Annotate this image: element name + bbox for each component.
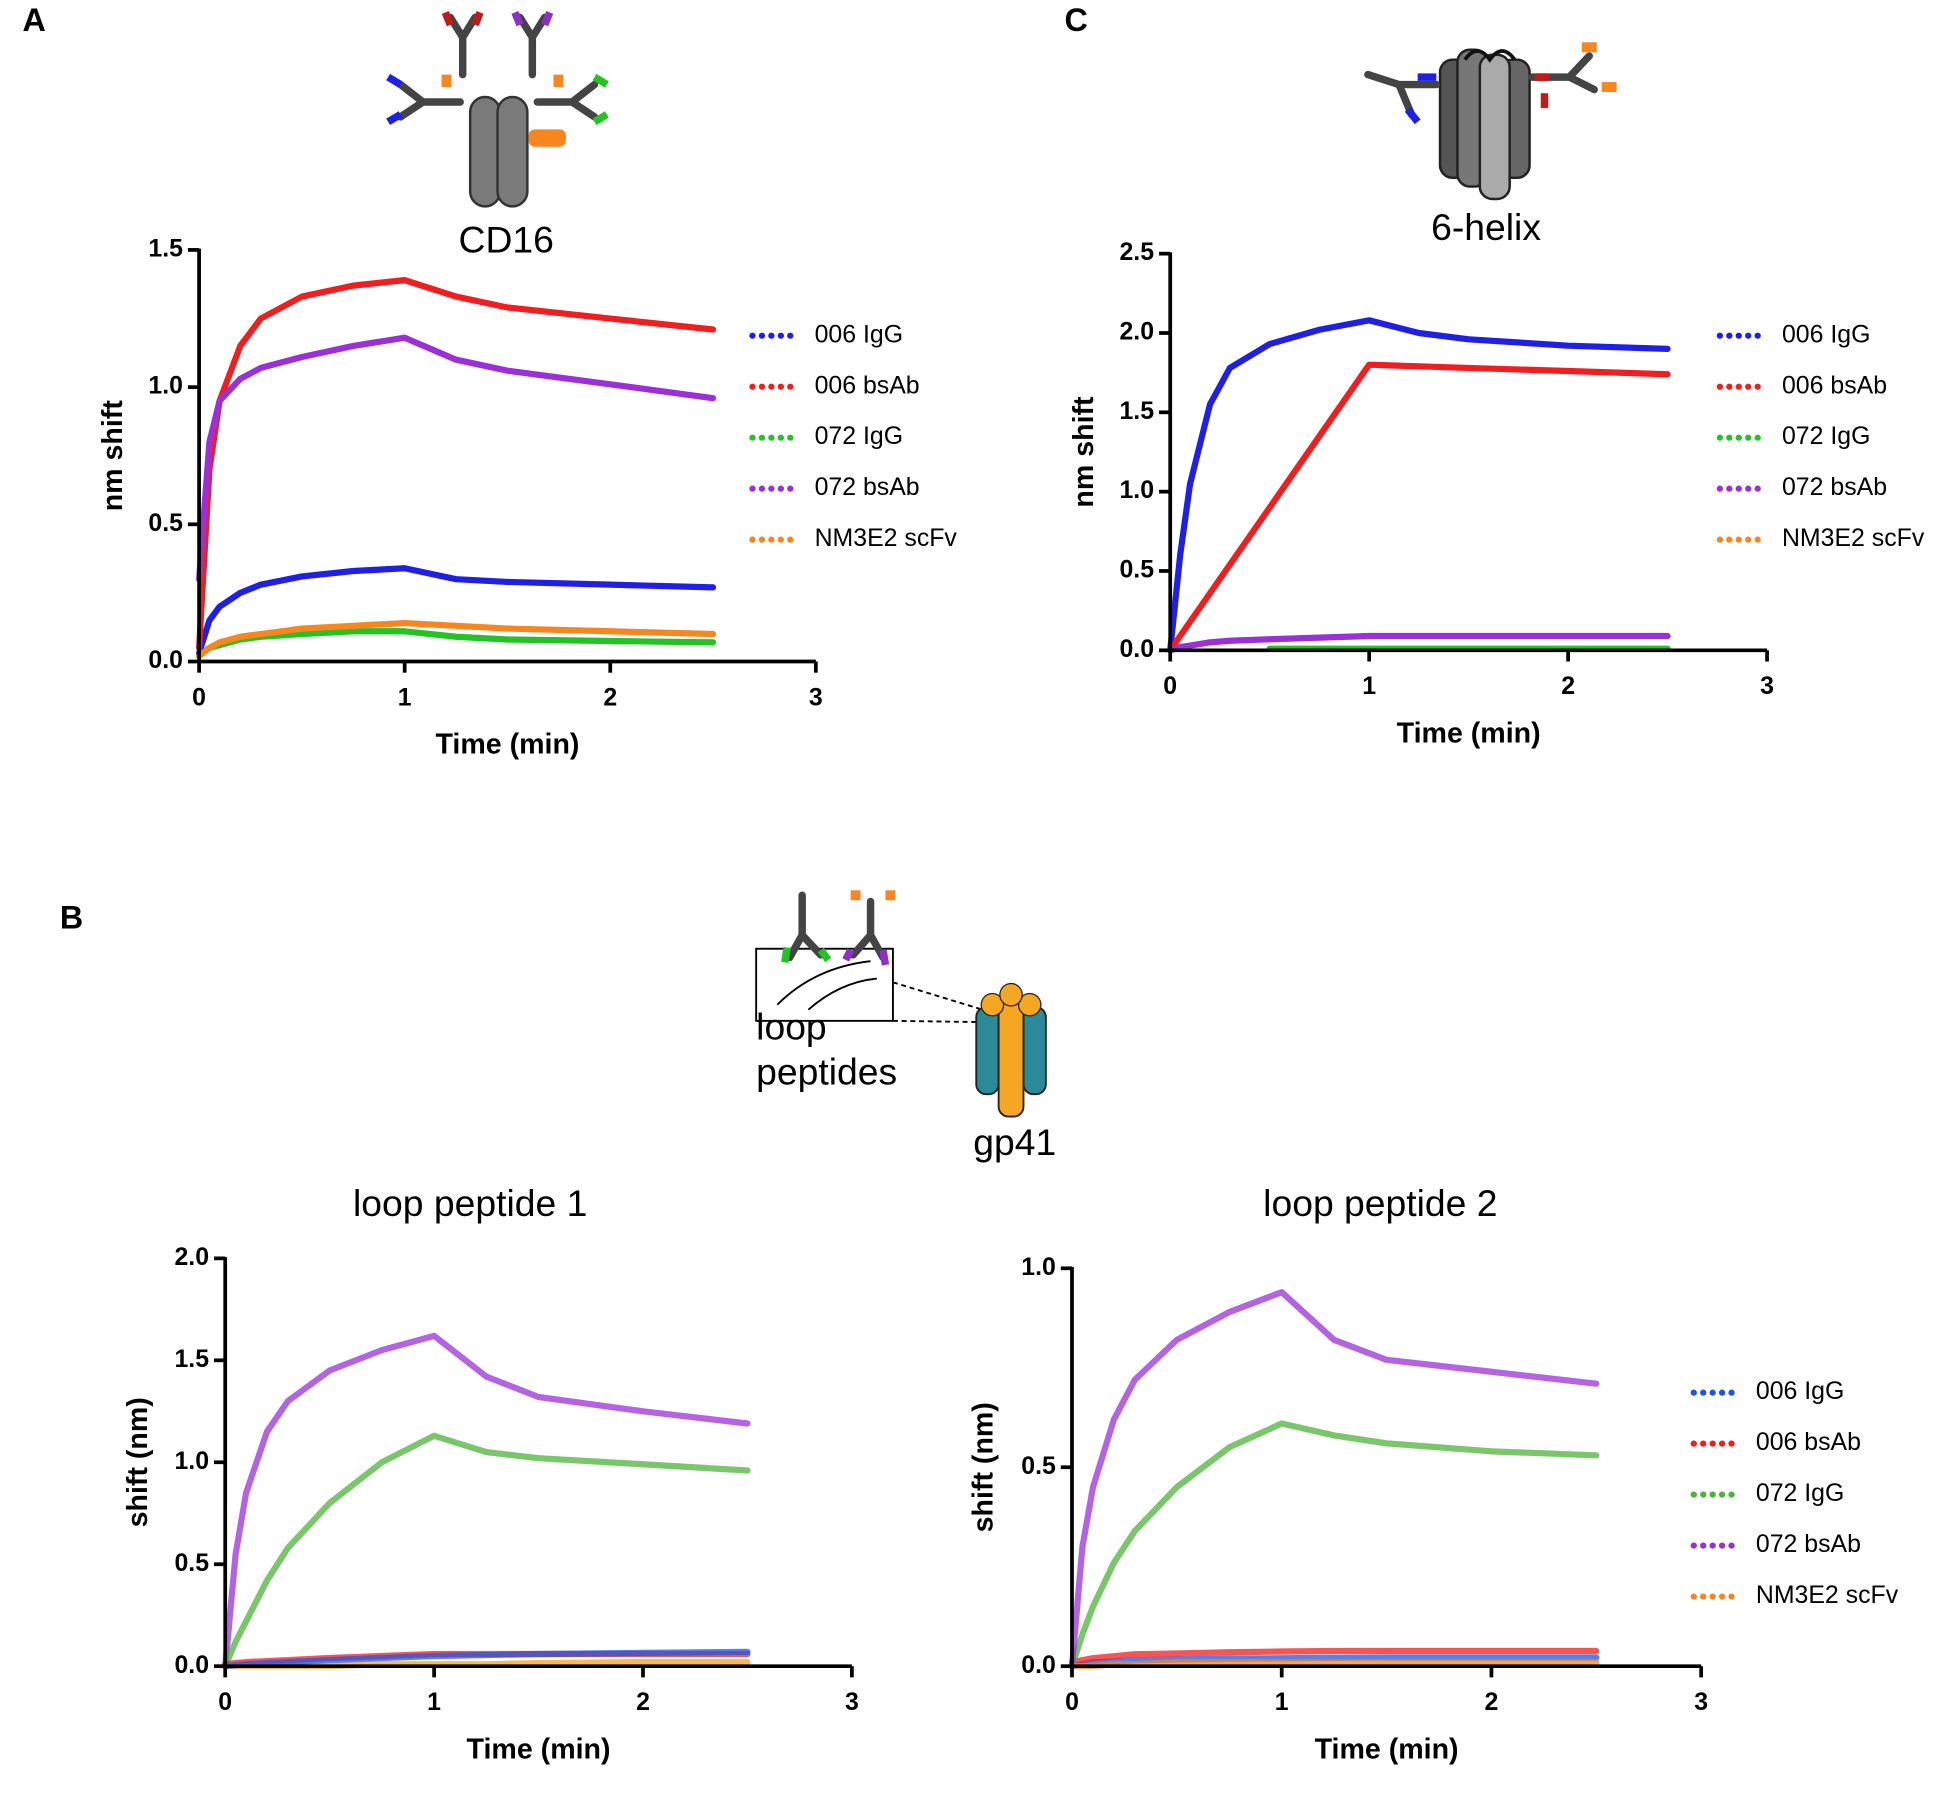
x-axis-label: Time (min)	[435, 729, 579, 761]
y-axis-label: nm shift	[97, 400, 129, 512]
series-line	[195, 619, 717, 660]
legend-label: NM3E2 scFv	[815, 524, 958, 552]
x-tick-label: 0	[218, 1688, 232, 1716]
chart-title: loop peptide 1	[353, 1182, 587, 1224]
y-tick-label: 2.0	[174, 1243, 209, 1271]
panel-letter: A	[23, 2, 46, 38]
x-tick-label: 3	[809, 683, 823, 711]
annotation-text: loop peptides	[756, 1007, 898, 1093]
series-line	[222, 1332, 751, 1670]
x-tick-label: 0	[192, 683, 206, 711]
x-tick-label: 1	[398, 683, 412, 711]
y-tick-label: 1.5	[148, 234, 183, 262]
legend-label: 006 bsAb	[1782, 371, 1887, 399]
x-tick-label: 3	[1760, 672, 1774, 700]
y-tick-label: 0.0	[1021, 1651, 1056, 1679]
legend-label: 006 IgG	[1782, 320, 1870, 348]
y-tick-label: 2.0	[1119, 318, 1154, 346]
y-axis-label: nm shift	[1068, 396, 1100, 508]
series-line	[1167, 361, 1671, 654]
six-helix-schematic	[1364, 42, 1617, 201]
x-tick-label: 1	[427, 1688, 441, 1716]
x-tick-label: 2	[636, 1688, 650, 1716]
legend-label: 006 bsAb	[815, 371, 920, 399]
y-tick-label: 0.0	[174, 1651, 209, 1679]
x-axis-label: Time (min)	[1397, 717, 1541, 749]
legend-label: 072 bsAb	[1782, 473, 1887, 501]
legend-label: 072 bsAb	[1756, 1530, 1861, 1558]
series-line	[222, 1432, 751, 1670]
legend-label: 072 IgG	[1756, 1479, 1844, 1507]
panel-letter: C	[1065, 2, 1088, 38]
chart-title: 6-helix	[1431, 206, 1541, 248]
legend-label: NM3E2 scFv	[1782, 524, 1925, 552]
annotation: gp41	[973, 1121, 1056, 1163]
annotation: loop peptides	[756, 1007, 898, 1093]
series-line	[1167, 632, 1671, 654]
y-tick-label: 0.5	[174, 1549, 209, 1577]
legend-label: 006 bsAb	[1756, 1428, 1861, 1456]
x-tick-label: 2	[1561, 672, 1575, 700]
legend-label: 072 IgG	[1782, 422, 1870, 450]
panel-letter: B	[60, 900, 83, 936]
series-line	[1068, 1420, 1600, 1670]
x-axis-label: Time (min)	[1315, 1733, 1459, 1765]
cd16-schematic	[386, 11, 609, 208]
y-tick-label: 1.0	[174, 1447, 209, 1475]
legend-label: 072 bsAb	[815, 473, 920, 501]
y-tick-label: 1.0	[148, 372, 183, 400]
x-tick-label: 2	[603, 683, 617, 711]
chart-title: loop peptide 2	[1263, 1182, 1497, 1224]
y-tick-label: 0.0	[1119, 635, 1154, 663]
x-tick-label: 1	[1362, 672, 1376, 700]
y-tick-label: 1.0	[1021, 1253, 1056, 1281]
series-line	[1068, 1647, 1600, 1666]
series-line	[1068, 1654, 1600, 1670]
series-line	[195, 334, 717, 583]
series-line	[1167, 317, 1671, 654]
y-axis-label: shift (nm)	[967, 1402, 999, 1532]
x-tick-label: 1	[1275, 1688, 1289, 1716]
x-tick-label: 3	[1694, 1688, 1708, 1716]
y-tick-label: 1.5	[174, 1345, 209, 1373]
y-axis-label: shift (nm)	[122, 1397, 154, 1527]
legend-label: 006 IgG	[815, 320, 903, 348]
series-line	[195, 565, 717, 657]
series-line	[195, 277, 717, 651]
loop-schematic	[755, 890, 1047, 1118]
x-tick-label: 2	[1485, 1688, 1499, 1716]
y-tick-label: 2.5	[1119, 238, 1154, 266]
x-tick-label: 0	[1163, 672, 1177, 700]
y-tick-label: 0.0	[148, 646, 183, 674]
y-tick-label: 0.5	[1119, 556, 1154, 584]
legend-label: NM3E2 scFv	[1756, 1581, 1899, 1609]
chart-title: CD16	[459, 218, 554, 260]
y-tick-label: 0.5	[1021, 1452, 1056, 1480]
y-tick-label: 1.0	[1119, 476, 1154, 504]
y-tick-label: 1.5	[1119, 397, 1154, 425]
x-tick-label: 0	[1065, 1688, 1079, 1716]
x-axis-label: Time (min)	[467, 1733, 611, 1765]
legend-label: 072 IgG	[815, 422, 903, 450]
series-line	[1068, 1289, 1600, 1670]
legend-label: 006 IgG	[1756, 1377, 1844, 1405]
x-tick-label: 3	[845, 1688, 859, 1716]
y-tick-label: 0.5	[148, 509, 183, 537]
